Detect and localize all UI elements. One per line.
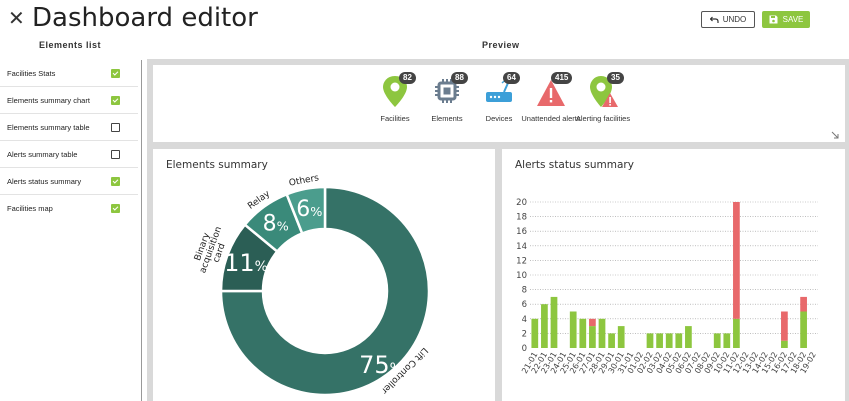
- bar-segment-acknowledged[interactable]: [713, 333, 721, 348]
- bar-segment-acknowledged[interactable]: [589, 326, 596, 348]
- donut-slice[interactable]: [285, 185, 327, 235]
- sidebar-item-label: Facilities map: [7, 204, 53, 213]
- close-icon[interactable]: ✕: [8, 8, 25, 30]
- bar-segment-acknowledged[interactable]: [531, 318, 539, 348]
- bar-segment-acknowledged[interactable]: [656, 333, 663, 348]
- sidebar-item-alerts-summary-table[interactable]: Alerts summary table: [0, 141, 138, 168]
- elements-list: Facilities Stats Elements summary chart …: [0, 60, 138, 222]
- elements-summary-widget[interactable]: Elements summary 75% Lift Controller 11% Bi…: [153, 149, 495, 401]
- bar-chart: 0246810121416182021-0122-0123-0124-0125-…: [516, 198, 818, 375]
- bar-segment-acknowledged[interactable]: [800, 311, 807, 349]
- sidebar-item-label: Alerts summary table: [7, 149, 78, 159]
- save-button[interactable]: SAVE: [762, 11, 810, 28]
- stat-label: Devices: [485, 114, 513, 123]
- checkbox-checked[interactable]: [111, 204, 120, 213]
- y-tick-label: 2: [522, 329, 527, 339]
- preview-heading: Preview: [482, 40, 520, 50]
- sidebar-item-label: Alerts status summary: [7, 176, 82, 186]
- count-badge: 415: [551, 72, 573, 84]
- stat-label: Elements: [431, 114, 463, 123]
- y-tick-label: 20: [516, 198, 527, 208]
- floppy-disk-icon: [769, 15, 778, 24]
- stat-label: Alerting facilities: [575, 114, 631, 123]
- checkbox-checked[interactable]: [111, 95, 120, 105]
- undo-icon: [709, 16, 719, 23]
- stat-label: Unattended alerts: [521, 114, 581, 123]
- page-title: Dashboard editor: [32, 3, 258, 33]
- resize-handle-icon[interactable]: [831, 131, 839, 139]
- y-tick-label: 16: [516, 227, 527, 237]
- count-badge: 82: [399, 72, 416, 84]
- sidebar-item-facilities-stats[interactable]: Facilities Stats: [0, 60, 138, 87]
- donut-chart: 75%Lift Controller11%Binaryacquisitionca…: [193, 173, 431, 397]
- y-tick-label: 6: [522, 300, 527, 310]
- bar-segment-acknowledged[interactable]: [569, 311, 577, 349]
- bar-segment-acknowledged[interactable]: [685, 326, 692, 348]
- bar-segment-acknowledged[interactable]: [733, 318, 740, 348]
- sidebar-item-elements-summary-chart[interactable]: Elements summary chart: [0, 87, 138, 114]
- y-tick-label: 4: [522, 315, 527, 325]
- save-label: SAVE: [782, 15, 804, 24]
- sidebar-item-elements-summary-table[interactable]: Elements summary table: [0, 114, 138, 141]
- y-tick-label: 0: [522, 344, 527, 354]
- bar-segment-acknowledged[interactable]: [541, 304, 548, 348]
- checkbox-checked[interactable]: [111, 68, 120, 78]
- facilities-stats-widget[interactable]: 82 Facilities 88 Elements 64 Devices 415…: [153, 65, 845, 142]
- bar-segment-acknowledged[interactable]: [646, 333, 654, 348]
- count-badge: 35: [607, 72, 624, 84]
- bar-segment-alert[interactable]: [589, 318, 596, 327]
- undo-button[interactable]: UNDO: [701, 11, 755, 28]
- bar-segment-alert[interactable]: [800, 296, 807, 312]
- checkbox-unchecked[interactable]: [111, 122, 120, 132]
- undo-label: UNDO: [722, 15, 747, 24]
- slice-value-label: 8%: [263, 212, 289, 237]
- widget-title: Elements summary: [166, 159, 268, 171]
- y-tick-label: 8: [522, 286, 527, 296]
- bar-segment-acknowledged[interactable]: [598, 318, 606, 348]
- bar-segment-alert[interactable]: [781, 311, 788, 341]
- bar-segment-acknowledged[interactable]: [665, 333, 673, 348]
- sidebar-item-label: Elements summary chart: [7, 95, 90, 105]
- bar-segment-acknowledged[interactable]: [608, 333, 615, 348]
- bar-segment-acknowledged[interactable]: [550, 296, 558, 348]
- alert-pin-icon: [590, 76, 618, 107]
- sidebar-item-label: Elements summary table: [7, 122, 90, 132]
- donut-slice[interactable]: [219, 185, 431, 397]
- bar-segment-acknowledged[interactable]: [781, 340, 788, 348]
- sidebar-item-alerts-status-summary[interactable]: Alerts status summary: [0, 168, 138, 195]
- stat-label: Facilities: [380, 114, 410, 123]
- y-tick-label: 12: [516, 256, 527, 266]
- bar-segment-acknowledged[interactable]: [579, 318, 587, 348]
- checkbox-checked[interactable]: [111, 176, 120, 186]
- count-badge: 64: [503, 72, 520, 84]
- count-badge: 88: [451, 72, 468, 84]
- map-pin-icon: [383, 76, 407, 107]
- sidebar-item-facilities-map[interactable]: Facilities map: [0, 195, 138, 222]
- checkbox-unchecked[interactable]: [111, 149, 120, 159]
- widget-title: Alerts status summary: [515, 159, 634, 171]
- vertical-divider: [141, 60, 142, 401]
- y-tick-label: 18: [516, 213, 527, 223]
- y-tick-label: 10: [516, 271, 527, 281]
- elements-list-heading: Elements list: [39, 40, 102, 50]
- y-tick-label: 14: [516, 242, 527, 252]
- warning-icon: [537, 80, 565, 106]
- alerts-status-summary-widget[interactable]: Alerts status summary 0 2 4 6 8 10 12 14 16 18 20 2…: [502, 149, 845, 401]
- bar-segment-alert[interactable]: [733, 202, 740, 319]
- bar-segment-acknowledged[interactable]: [675, 333, 683, 348]
- bar-segment-acknowledged[interactable]: [723, 333, 731, 348]
- sidebar-item-label: Facilities Stats: [7, 68, 56, 78]
- bar-segment-acknowledged[interactable]: [617, 326, 625, 348]
